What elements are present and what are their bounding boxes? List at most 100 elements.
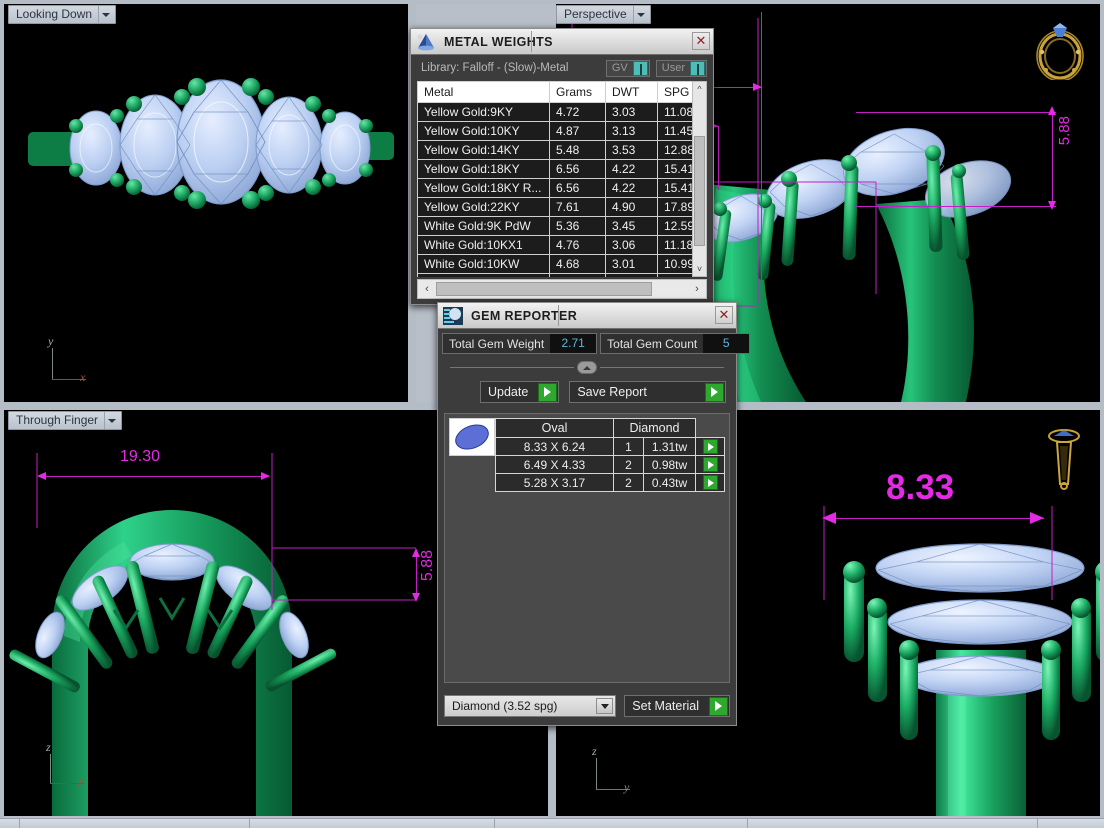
play-icon[interactable] [703, 439, 718, 454]
play-icon[interactable] [703, 457, 718, 472]
dimension-line-588 [1052, 112, 1053, 206]
dimension-arrow-down-588-bl [412, 593, 420, 602]
column-header-dwt[interactable]: DWT [605, 81, 658, 103]
chevron-down-icon[interactable] [632, 6, 648, 23]
titlebar-divider [531, 31, 532, 52]
gem-weight-cell: 1.31tw [643, 437, 696, 456]
toggle-user[interactable]: User [655, 59, 707, 77]
gem-table-wrap: Oval Diamond 8.33 X 6.24 1 1.31tw 6.49 X 4.… [449, 418, 725, 492]
chevron-down-icon[interactable] [98, 6, 113, 23]
dimension-arrow-left-833-br [822, 512, 836, 524]
metal-weights-table-wrap: Metal Grams DWT SPG Yellow Gold:9KY 4.72 3… [417, 81, 707, 277]
horizontal-scrollbar[interactable]: ‹ › [417, 279, 707, 299]
table-row[interactable]: Yellow Gold:10KY 4.87 3.13 11.45 [417, 121, 707, 141]
viewport-label-through-finger[interactable]: Through Finger [8, 411, 123, 430]
gem-table[interactable]: Oval Diamond 8.33 X 6.24 1 1.31tw 6.49 X 4.… [495, 418, 725, 492]
play-icon[interactable] [709, 696, 728, 716]
metal-cell: Yellow Gold:14KY [417, 140, 550, 160]
dimension-ext-right [761, 12, 762, 297]
table-row[interactable]: Yellow Gold:9KY 4.72 3.03 11.08 [417, 102, 707, 122]
gem-reporter-titlebar[interactable]: GEM REPORTER ✕ [438, 303, 736, 329]
close-icon[interactable]: ✕ [715, 306, 733, 324]
table-header-row: Metal Grams DWT SPG [417, 81, 707, 103]
table-row[interactable]: Yellow Gold:14KY 5.48 3.53 12.88 [417, 140, 707, 160]
set-material-label: Set Material [632, 699, 699, 713]
horizontal-scrollbar-thumb[interactable] [436, 282, 652, 296]
metal-cell: Yellow Gold:18KY R... [417, 178, 550, 198]
column-header-grams[interactable]: Grams [549, 81, 606, 103]
gem-count-cell: 2 [613, 455, 644, 474]
viewport-name: Through Finger [16, 413, 99, 427]
gem-reporter-icon [439, 304, 467, 328]
viewport-name: Looking Down [16, 7, 93, 21]
table-row[interactable]: Yellow Gold:18KY R... 6.56 4.22 15.41 [417, 178, 707, 198]
gem-weight-cell: 0.43tw [643, 473, 696, 492]
viewport-looking-down[interactable]: y x Looking Down [4, 4, 408, 402]
collapse-toggle-icon[interactable] [577, 361, 597, 374]
column-header-metal[interactable]: Metal [417, 81, 550, 103]
toggle-user-label: User [661, 62, 685, 74]
dwt-cell: 4.22 [605, 159, 658, 179]
axis-label-z: z [592, 744, 597, 758]
metal-cell: Yellow Gold:9KY [417, 102, 550, 122]
table-row[interactable]: Yellow Gold:22KY 7.61 4.90 17.89 [417, 197, 707, 217]
metal-cell: Yellow Gold:18KY [417, 159, 550, 179]
scroll-right-icon[interactable]: › [695, 283, 699, 295]
close-icon[interactable]: ✕ [692, 32, 710, 50]
gem-weight-cell: 0.98tw [643, 455, 696, 474]
scroll-up-icon[interactable]: ^ [697, 84, 702, 94]
scroll-down-icon[interactable]: ˅ [696, 264, 703, 274]
gem-size-cell: 8.33 X 6.24 [495, 437, 614, 456]
table-row[interactable]: White Gold:9K PdW 5.36 3.45 12.59 [417, 216, 707, 236]
status-cell [20, 819, 250, 828]
grams-cell: 4.76 [549, 235, 606, 255]
total-gem-count-field: Total Gem Count 5 [600, 333, 751, 354]
gem-row[interactable]: 5.28 X 3.17 2 0.43tw [495, 473, 725, 492]
viewport-label-perspective[interactable]: Perspective [556, 5, 651, 24]
material-select[interactable]: Diamond (3.52 spg) [444, 695, 617, 717]
set-material-button[interactable]: Set Material [624, 695, 730, 717]
dimension-value-833-br: 8.33 [886, 468, 955, 507]
dwt-cell: 4.90 [605, 197, 658, 217]
material-select-value: Diamond (3.52 spg) [452, 699, 558, 713]
status-bar [0, 818, 1104, 828]
grams-cell: 4.87 [549, 121, 606, 141]
total-gem-weight-value: 2.71 [550, 334, 597, 353]
grams-cell: 5.37 [549, 273, 606, 277]
save-report-button[interactable]: Save Report [569, 381, 726, 403]
gem-footer: Diamond (3.52 spg) Set Material [444, 695, 730, 717]
update-button[interactable]: Update [480, 381, 560, 403]
gem-table-header-row: Oval Diamond [495, 418, 725, 438]
play-icon[interactable] [538, 382, 558, 402]
dimension-arrow-up-588-bl [412, 548, 420, 557]
table-row[interactable]: White Gold:10KW 4.68 3.01 10.99 [417, 254, 707, 274]
dimension-arrow-left-1930-bl [37, 472, 46, 480]
metal-cell: White Gold:9K PdW [417, 216, 550, 236]
gem-row[interactable]: 8.33 X 6.24 1 1.31tw [495, 437, 725, 456]
scroll-left-icon[interactable]: ‹ [425, 283, 429, 295]
play-icon[interactable] [703, 475, 718, 490]
table-row[interactable]: Yellow Gold:18KY 6.56 4.22 15.41 [417, 159, 707, 179]
gem-row-action[interactable] [695, 473, 725, 492]
metal-cell: Yellow Gold:22KY [417, 197, 550, 217]
chevron-down-icon[interactable] [104, 412, 119, 429]
gem-count-cell: 2 [613, 473, 644, 492]
toggle-gv[interactable]: GV [605, 59, 650, 77]
gem-list-area[interactable]: Oval Diamond 8.33 X 6.24 1 1.31tw 6.49 X 4.… [444, 413, 730, 683]
table-row[interactable]: White Gold:10KX1 4.76 3.06 11.18 [417, 235, 707, 255]
metal-weights-titlebar[interactable]: METAL WEIGHTS ✕ [411, 29, 713, 55]
metal-weights-panel[interactable]: METAL WEIGHTS ✕ Library: Falloff - (Slow… [410, 28, 714, 305]
gem-row-action[interactable] [695, 455, 725, 474]
status-cell [0, 819, 20, 828]
vertical-scrollbar[interactable]: ^ ˅ [692, 81, 707, 277]
gem-row[interactable]: 6.49 X 4.33 2 0.98tw [495, 455, 725, 474]
gem-table-rows: 8.33 X 6.24 1 1.31tw 6.49 X 4.33 2 0.98tw 5.28… [495, 437, 725, 492]
gem-row-action[interactable] [695, 437, 725, 456]
gem-reporter-panel[interactable]: GEM REPORTER ✕ Total Gem Weight 2.71 Tot… [437, 302, 751, 726]
chevron-down-icon[interactable] [596, 698, 614, 714]
play-icon[interactable] [705, 382, 724, 402]
metal-weights-table[interactable]: Metal Grams DWT SPG Yellow Gold:9KY 4.72 3… [417, 81, 707, 277]
scrollbar-thumb[interactable] [694, 136, 705, 246]
viewport-label-looking-down[interactable]: Looking Down [8, 5, 117, 24]
